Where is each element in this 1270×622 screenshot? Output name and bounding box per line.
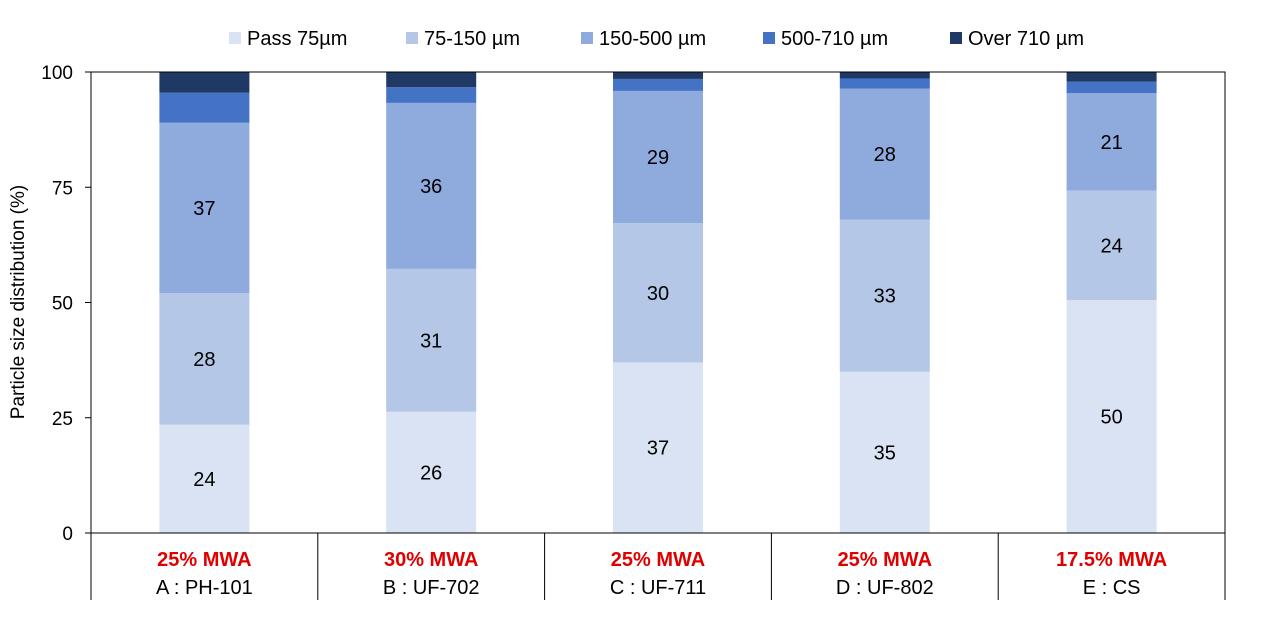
category-highlight-label: 25% MWA [157,549,251,571]
bar-segment [839,371,930,533]
y-axis-label: Particle size distribution (%) [8,185,29,419]
data-label: 35 [874,442,896,464]
plot-area-frame [90,71,1226,534]
category-label: C : UF-711 [610,577,706,599]
bar-segment [1066,190,1157,301]
y-axis-ticks: 0 25 50 75 100 [41,63,91,545]
data-label: 24 [1100,235,1122,257]
bars: 24 28 37 26 31 36 37 30 29 35 33 28 50 24 21 [159,72,1157,533]
bar-segment [613,72,703,79]
bar-segment [386,411,477,533]
legend-swatch [763,32,775,44]
legend-swatch [406,32,418,44]
category-highlight-label: 25% MWA [611,549,705,571]
bar-segment [386,72,477,88]
legend-label: Pass 75µm [247,28,347,50]
category-highlight-label: 25% MWA [838,549,932,571]
category-label: B : UF-702 [383,577,480,599]
data-label: 33 [874,286,896,308]
y-tick-label: 25 [52,409,73,430]
legend-label: Over 710 µm [968,28,1084,50]
bar-segment [839,78,930,89]
bar-segment [613,223,703,363]
legend-label: 75-150 µm [424,28,520,50]
bar-segment [1066,72,1157,82]
legend-label: 500-710 µm [781,28,888,50]
data-label: 30 [647,283,669,305]
bar-segment [159,92,250,123]
y-tick-label: 0 [62,524,73,545]
legend-swatch [581,32,593,44]
category-label: E : CS [1083,577,1141,599]
bar-segment [839,219,930,372]
data-label: 31 [420,330,442,352]
bar-segment [1066,81,1157,94]
bar-segment [159,424,250,533]
data-label: 28 [874,144,896,166]
bar-segment [159,72,250,93]
y-tick-label: 100 [41,63,73,84]
y-tick-label: 50 [52,294,73,315]
bar-segment [839,72,930,79]
data-label: 24 [193,469,215,491]
category-highlight-label: 30% MWA [384,549,478,571]
x-axis-table: 25% MWA A : PH-101 30% MWA B : UF-702 25% MW… [90,533,1226,600]
category-label: A : PH-101 [156,577,253,599]
bar-segment [386,87,477,103]
bar-segment [1066,300,1157,533]
legend-label: 150-500 µm [599,28,706,50]
bar-segment [386,102,477,269]
bar-segment [1066,93,1157,191]
bar-segment [613,78,703,91]
bar-segment [613,362,703,533]
data-label: 37 [647,438,669,460]
category-highlight-label: 17.5% MWA [1056,549,1167,571]
bar-segment [839,88,930,220]
category-label: D : UF-802 [836,577,934,599]
data-label: 29 [647,147,669,169]
data-label: 21 [1100,132,1122,154]
data-label: 50 [1100,407,1122,429]
legend-swatch [950,32,962,44]
legend-swatch [229,32,241,44]
bar-segment [386,268,477,412]
data-label: 36 [420,176,442,198]
legend: Pass 75µm 75-150 µm 150-500 µm 500-710 µm Ov… [229,28,1084,50]
bar-segment [159,122,250,294]
data-label: 26 [420,462,442,484]
data-label: 37 [193,198,215,220]
y-tick-label: 75 [52,178,73,199]
data-label: 28 [193,349,215,371]
bar-segment [159,293,250,425]
bar-segment [613,90,703,224]
